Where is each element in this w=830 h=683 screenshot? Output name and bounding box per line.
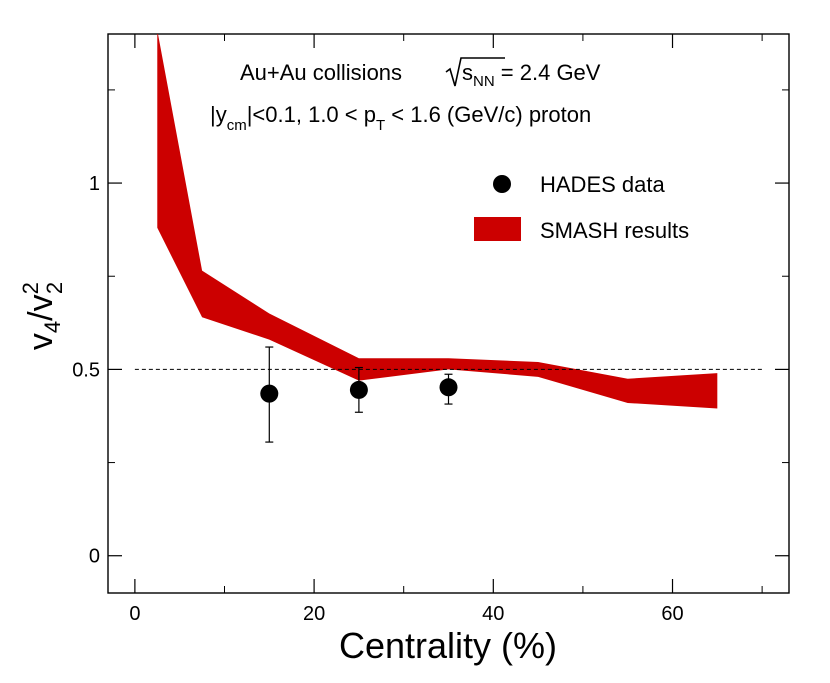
y-axis-title-sub1: 4 (40, 321, 65, 333)
svg-text:sNN = 2.4 GeV: sNN = 2.4 GeV (462, 60, 601, 90)
plot-frame (107, 33, 790, 594)
hades-point-1 (349, 380, 368, 399)
annot2-a: |y (210, 102, 227, 127)
x-tick-label-3: 60 (661, 603, 683, 625)
y-axis-title-sup: 2 (18, 282, 43, 294)
legend-marker-hades (493, 175, 511, 193)
y-tick-label-0: 0 (89, 546, 100, 568)
annot2-c: < 1.6 (GeV/c) proton (385, 102, 591, 127)
x-tick-label-2: 40 (482, 603, 504, 625)
y-tick-label-2: 1 (89, 173, 100, 195)
annot2-sub-t: T (376, 117, 385, 134)
hades-point-2 (439, 378, 458, 397)
y-axis-title-sep: /v (22, 294, 60, 320)
y-axis-title-base: v (22, 333, 60, 350)
x-tick-label-0: 0 (129, 603, 140, 625)
annot1-sub: NN (473, 73, 495, 90)
y-axis-title-sub2: 2 (42, 282, 67, 294)
svg-text:v4/v22: v4/v22 (18, 282, 67, 350)
annot1-s: s (462, 60, 473, 85)
y-tick-label-1: 0.5 (72, 359, 100, 381)
x-axis-title: Centrality (%) (339, 625, 557, 666)
annotation-line-2: |ycm|<0.1, 1.0 < pT < 1.6 (GeV/c) proton (210, 102, 591, 134)
annotation-line-1: Au+Au collisions sNN = 2.4 GeV (240, 57, 601, 90)
ticks-layer: 0 20 40 60 0 0.5 1 (72, 34, 789, 625)
points-layer (260, 346, 458, 443)
hades-point-0 (260, 384, 279, 403)
legend-label-smash: SMASH results (540, 218, 689, 243)
sqrt-sign-icon (445, 57, 505, 87)
legend: HADES data SMASH results (474, 172, 689, 243)
y-axis-title: v4/v22 (18, 282, 67, 350)
annot1-prefix: Au+Au collisions (240, 60, 402, 85)
annot2-sub-cm: cm (227, 117, 247, 134)
annot2-b: |<0.1, 1.0 < p (247, 102, 376, 127)
legend-swatch-smash (474, 217, 521, 241)
annot1-suffix: = 2.4 GeV (495, 60, 601, 85)
svg-text:Au+Au collisions: Au+Au collisions (240, 60, 402, 85)
x-tick-label-1: 20 (303, 603, 325, 625)
legend-label-hades: HADES data (540, 172, 665, 197)
